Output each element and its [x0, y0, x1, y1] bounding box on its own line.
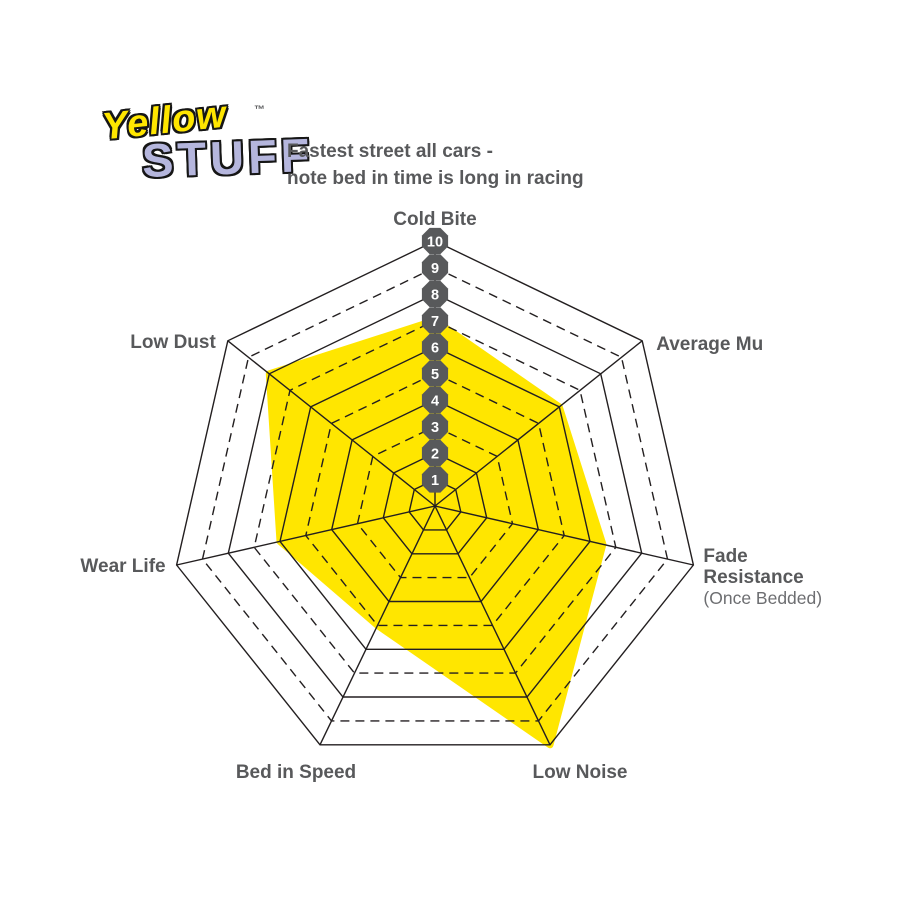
- badge-number-3: 3: [431, 420, 439, 436]
- scale-badge-7: [421, 307, 449, 334]
- axis-label-resistance: Resistance: [703, 567, 803, 588]
- badge-number-2: 2: [431, 446, 439, 462]
- scale-badge-5: [421, 360, 449, 387]
- tagline-line-1: Fastest street all cars -: [287, 141, 493, 162]
- badge-number-5: 5: [431, 367, 439, 383]
- grid-ring-6: [279, 346, 591, 650]
- scale-badge-2: [421, 439, 449, 467]
- axis-label-average-mu: Average Mu: [656, 334, 763, 355]
- grid-ring-7: [253, 319, 617, 674]
- series-polygon: [265, 317, 607, 749]
- axis-label-low-dust: Low Dust: [130, 332, 216, 353]
- axis-spoke-bed-in-speed: [319, 505, 436, 746]
- grid-ring-8: [227, 293, 643, 698]
- grid-ring-1: [408, 478, 462, 531]
- badge-number-4: 4: [431, 393, 439, 409]
- axis-label-wear-life: Wear Life: [80, 556, 165, 577]
- axis-label-fade: Fade: [703, 546, 747, 567]
- grid-ring-9: [201, 266, 669, 722]
- axis-label-bed-in-speed: Bed in Speed: [236, 762, 356, 783]
- scale-badge-6: [421, 333, 449, 361]
- badge-number-9: 9: [431, 261, 439, 277]
- badge-number-7: 7: [431, 314, 439, 330]
- scale-badge-3: [421, 413, 449, 440]
- axis-label-low-noise: Low Noise: [532, 762, 627, 783]
- badge-number-8: 8: [431, 287, 439, 303]
- grid-ring-10: [175, 240, 695, 746]
- yellowstuff-logo: Yellow STUFF ™: [98, 94, 314, 203]
- axis-spoke-low-noise: [434, 505, 551, 746]
- tagline-line-2: note bed in time is long in racing: [287, 168, 584, 189]
- scale-badge-8: [421, 280, 449, 308]
- axis-spoke-fade: [434, 505, 694, 566]
- product-tagline: Fastest street all cars - note bed in ti…: [287, 138, 584, 192]
- scale-badge-9: [421, 254, 449, 281]
- axis-spoke-average-mu: [434, 340, 643, 507]
- trademark-symbol: ™: [254, 104, 265, 116]
- axis-label-cold-bite: Cold Bite: [393, 209, 476, 230]
- badge-number-10: 10: [427, 234, 443, 250]
- scale-badge-1: [421, 466, 449, 493]
- badge-number-6: 6: [431, 340, 439, 356]
- grid-ring-2: [382, 452, 488, 555]
- axis-spoke-low-dust: [227, 340, 436, 507]
- axis-spoke-wear-life: [176, 505, 436, 566]
- scale-badge-10: [421, 227, 449, 255]
- grid-ring-3: [356, 425, 514, 579]
- scale-badge-4: [421, 386, 449, 414]
- axis-note-once-bedded: (Once Bedded): [703, 588, 822, 608]
- grid-ring-4: [330, 399, 540, 603]
- badge-number-1: 1: [431, 473, 439, 489]
